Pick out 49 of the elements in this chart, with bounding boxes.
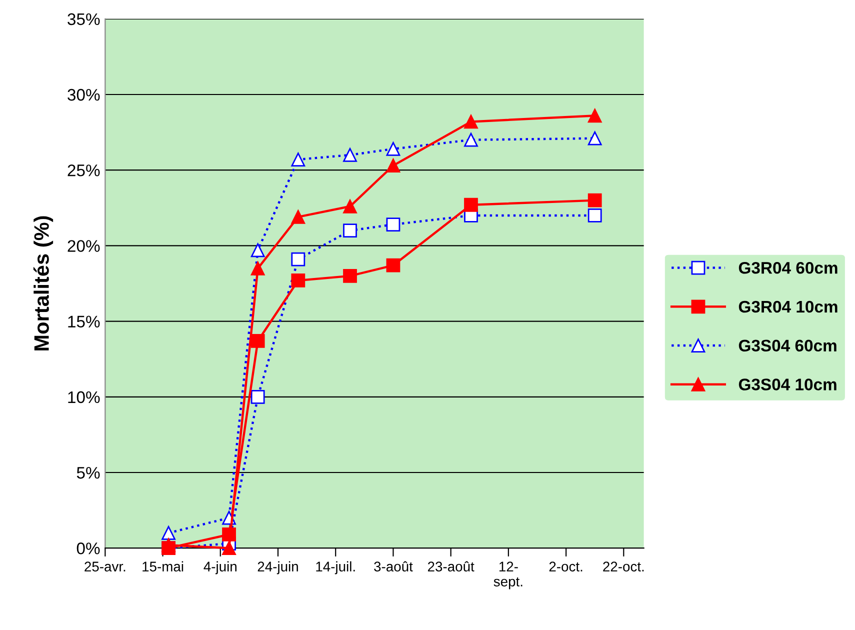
legend-label: G3S04 10cm (738, 378, 836, 390)
point (222, 541, 236, 556)
point (464, 132, 478, 147)
point (343, 148, 357, 162)
point (291, 152, 306, 166)
y-tick-label: 10% (68, 391, 100, 404)
point (343, 199, 357, 214)
point (250, 243, 265, 258)
y-tick-label: 30% (68, 88, 100, 101)
point (464, 114, 478, 129)
point (386, 158, 400, 173)
y-tick-label: 25% (68, 164, 100, 176)
point (250, 334, 265, 348)
point (291, 210, 306, 224)
x-tick-label: 22-oct. (603, 562, 644, 572)
y-tick-label: 20% (68, 240, 100, 252)
point (464, 198, 478, 212)
y-tick-label: 15% (68, 316, 100, 328)
x-tick-label: 14-juil. (316, 561, 355, 574)
legend-label: G3R04 60cm (738, 262, 838, 274)
x-tick-label: 24-juin (258, 561, 298, 574)
x-tick-label: 12- sept. (494, 562, 522, 590)
point (588, 208, 602, 222)
point (588, 131, 602, 146)
y-tick-label: 5% (76, 466, 100, 479)
legend-label: G3S04 60cm (738, 340, 836, 352)
point (386, 258, 400, 272)
point (250, 261, 265, 276)
x-tick-label: 23-août (428, 561, 474, 572)
y-tick-label: 35% (68, 13, 100, 26)
point (162, 526, 176, 540)
point (250, 390, 265, 404)
x-tick-label: 4-juin (204, 561, 236, 574)
x-tick-label: 15-mai (142, 561, 184, 572)
x-tick-label: 2-oct. (549, 562, 582, 572)
point (291, 252, 306, 266)
y-tick-label: 0% (76, 542, 100, 554)
legend-label: G3R04 10cm (738, 300, 838, 313)
point (343, 268, 357, 283)
point (162, 538, 176, 552)
point (386, 142, 400, 156)
point (588, 108, 602, 123)
x-tick-label: 3-août (374, 561, 413, 572)
y-axis-title: Mortalités (%) (33, 216, 54, 350)
x-tick-label: 25-avr. (84, 562, 126, 572)
point (291, 274, 306, 288)
point (386, 218, 400, 232)
point (588, 193, 602, 208)
point (343, 224, 357, 238)
